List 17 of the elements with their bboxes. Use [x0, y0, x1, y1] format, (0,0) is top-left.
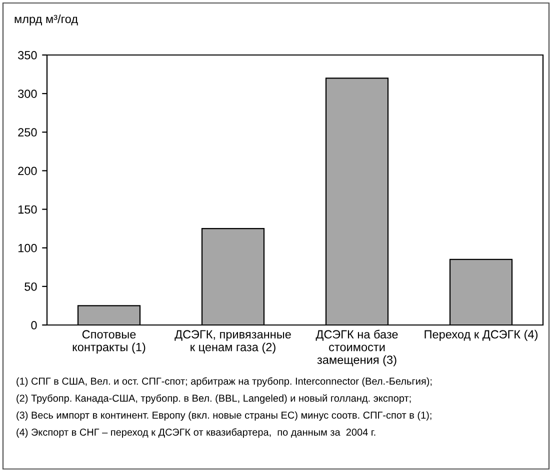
text: (1) СПГ в США, Вел. и ост. СПГ-спот; арбитраж на трубопр. Interconnector (Вел.-Бельгия); [16, 377, 432, 387]
y-tick-label: 50 [24, 282, 37, 291]
x-tick-label: Спотовые контракты (1) [72, 330, 146, 354]
y-tick-label: 200 [18, 166, 37, 176]
y-axis-title: млрд м³/год [14, 14, 78, 26]
y-tick-label: 250 [18, 128, 37, 137]
x-tick-label: Переход к ДСЭГК (4) [424, 330, 538, 341]
y-tick-label: 100 [18, 244, 37, 252]
y-tick-label: 300 [18, 90, 37, 98]
x-tick-label: ДСЭГК на базе стоимости замещения (3) [316, 330, 398, 366]
y-tick-label: 0 [31, 321, 37, 330]
text: (3) Весь импорт в континент. Европу (вкл. новые страны ЕС) минус соотв. СПГ-спот в (1); [16, 411, 432, 421]
y-tick-label: 350 [18, 51, 37, 60]
x-tick-label: ДСЭГК, привязанные к ценам газа (2) [174, 330, 291, 354]
text: (4) Экспорт в СНГ – переход к ДСЭГК от квазибартера, по данным за 2004 г. [16, 428, 376, 438]
y-tick-label: 150 [18, 205, 37, 214]
text: (2) Трубопр. Канада-США, трубопр. в Вел. (BBL, Langeled) и новый голланд. экспорт; [16, 394, 411, 404]
